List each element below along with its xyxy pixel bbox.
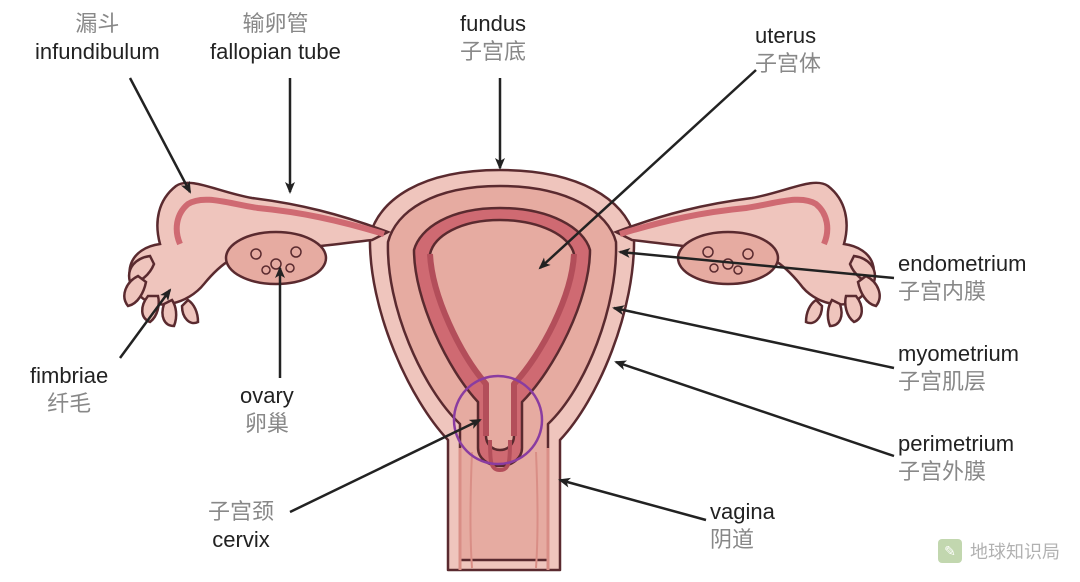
label-fundus: fundus 子宫底 (460, 10, 526, 65)
left-tube (124, 183, 388, 326)
label-fallopian: 输卵管 fallopian tube (210, 10, 341, 65)
vagina-en: vagina (710, 498, 775, 526)
vagina-zh: 阴道 (710, 526, 775, 554)
label-ovary: ovary 卵巢 (240, 382, 294, 437)
arrow-perimetrium (616, 362, 894, 456)
watermark: ✎ 地球知识局 (938, 538, 1060, 564)
infundibulum-en: infundibulum (35, 38, 160, 66)
myometrium-zh: 子宫肌层 (898, 368, 1019, 396)
label-perimetrium: perimetrium 子宫外膜 (898, 430, 1014, 485)
label-endometrium: endometrium 子宫内膜 (898, 250, 1026, 305)
fimbriae-zh: 纤毛 (30, 390, 108, 418)
infundibulum-zh: 漏斗 (35, 10, 160, 38)
endometrium-zh: 子宫内膜 (898, 278, 1026, 306)
label-fimbriae: fimbriae 纤毛 (30, 362, 108, 417)
ovary-zh: 卵巢 (240, 410, 294, 438)
ovary-en: ovary (240, 382, 294, 410)
perimetrium-zh: 子宫外膜 (898, 458, 1014, 486)
fimbriae-en: fimbriae (30, 362, 108, 390)
label-myometrium: myometrium 子宫肌层 (898, 340, 1019, 395)
label-uterus: uterus 子宫体 (755, 22, 821, 77)
uterus-zh: 子宫体 (755, 50, 821, 78)
arrow-vagina (560, 480, 706, 520)
label-cervix: 子宫颈 cervix (208, 498, 274, 553)
watermark-text: 地球知识局 (970, 538, 1060, 564)
uterus-shape (370, 170, 634, 570)
label-vagina: vagina 阴道 (710, 498, 775, 553)
watermark-icon: ✎ (938, 539, 962, 563)
fundus-zh: 子宫底 (460, 38, 526, 66)
label-infundibulum: 漏斗 infundibulum (35, 10, 160, 65)
fallopian-en: fallopian tube (210, 38, 341, 66)
fallopian-zh: 输卵管 (210, 10, 341, 38)
arrow-infundibulum (130, 78, 190, 192)
uterus-en: uterus (755, 22, 821, 50)
endometrium-en: endometrium (898, 250, 1026, 278)
cervix-en: cervix (208, 526, 274, 554)
perimetrium-en: perimetrium (898, 430, 1014, 458)
fundus-en: fundus (460, 10, 526, 38)
cervix-zh: 子宫颈 (208, 498, 274, 526)
myometrium-en: myometrium (898, 340, 1019, 368)
